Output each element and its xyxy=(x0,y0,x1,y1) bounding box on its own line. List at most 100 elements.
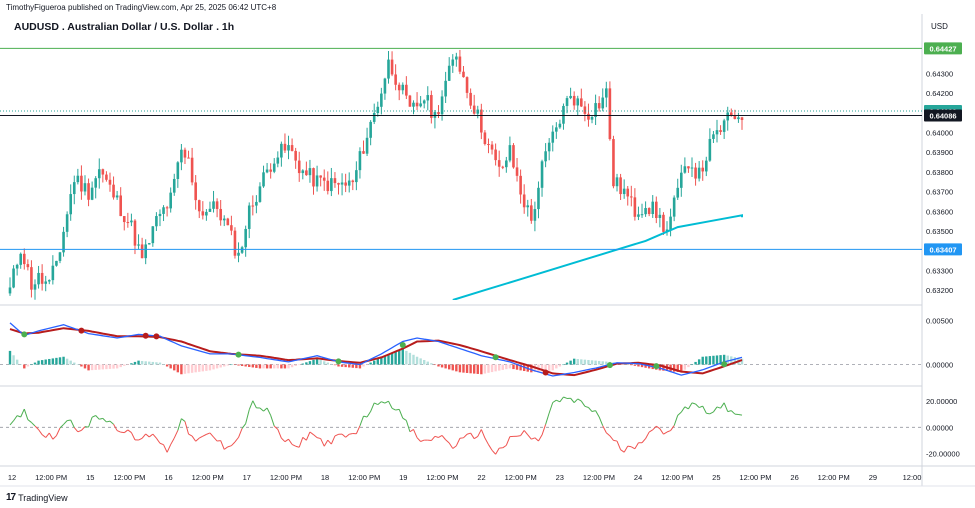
oscillator-segment xyxy=(738,413,743,416)
candle-body xyxy=(430,95,433,118)
oscillator-segment xyxy=(541,424,547,436)
oscillator-segment xyxy=(559,396,564,403)
candle-body xyxy=(8,287,12,294)
candle-body xyxy=(144,244,147,259)
oscillator-segment xyxy=(277,429,282,439)
oscillator-segment xyxy=(706,412,710,415)
macd-histogram-bar xyxy=(37,360,40,365)
macd-y-tick: 0.00000 xyxy=(926,361,953,370)
macd-histogram-bar xyxy=(433,364,437,366)
candle-body xyxy=(194,182,197,201)
candle-body xyxy=(555,127,558,132)
macd-histogram-bar xyxy=(294,364,297,366)
macd-histogram-bar xyxy=(301,363,304,365)
macd-histogram-bar xyxy=(715,355,719,365)
macd-signal-line xyxy=(9,327,743,377)
oscillator-segment xyxy=(320,438,325,447)
oscillator-segment xyxy=(127,429,132,433)
candle-body xyxy=(512,145,515,168)
oscillator-segment xyxy=(652,425,657,431)
oscillator-segment xyxy=(627,445,632,448)
candle-body xyxy=(269,169,272,172)
candle-body xyxy=(394,74,397,85)
oscillator-segment xyxy=(38,429,43,435)
macd-pane xyxy=(0,322,922,377)
macd-histogram-bar xyxy=(101,364,105,370)
candle-body xyxy=(401,84,405,91)
candle-body xyxy=(51,265,55,281)
candle-body xyxy=(633,197,637,217)
candle-body xyxy=(319,175,322,178)
macd-histogram-bar xyxy=(701,356,704,365)
macd-histogram-bar xyxy=(219,364,222,368)
candle-body xyxy=(90,187,94,200)
candle-body xyxy=(172,178,176,193)
macd-histogram-bar xyxy=(576,359,579,365)
candle-body xyxy=(33,284,37,290)
macd-histogram-bar xyxy=(87,364,90,371)
candle-body xyxy=(505,160,508,168)
candle-body xyxy=(733,115,737,120)
oscillator-segment xyxy=(656,425,661,430)
macd-histogram-bar xyxy=(30,364,33,366)
macd-histogram-bar xyxy=(223,364,226,367)
macd-histogram-bar xyxy=(265,364,269,369)
macd-histogram-bar xyxy=(472,364,476,374)
oscillator-segment xyxy=(309,431,314,436)
candle-body xyxy=(622,188,626,195)
candle-body xyxy=(180,149,183,163)
macd-histogram-bar xyxy=(455,364,458,372)
candle-body xyxy=(537,187,540,210)
candle-body xyxy=(572,95,576,106)
oscillator-segment xyxy=(434,435,439,438)
oscillator-segment xyxy=(548,402,554,414)
candle-body xyxy=(333,178,337,184)
oscillator-segment xyxy=(730,410,736,415)
oscillator-segment xyxy=(270,415,275,427)
macd-histogram-bar xyxy=(205,364,208,371)
candle-body xyxy=(133,220,137,246)
oscillator-segment xyxy=(273,425,279,430)
macd-histogram-bar xyxy=(201,364,205,372)
price-y-tick: 0.64200 xyxy=(926,89,953,98)
tradingview-logo[interactable]: 17 TradingView xyxy=(6,492,68,503)
candle-body xyxy=(408,95,412,107)
macd-histogram-bar xyxy=(469,364,472,374)
candle-body xyxy=(272,163,276,172)
candle-body xyxy=(690,167,694,169)
candle-body xyxy=(683,166,687,173)
macd-histogram-bar xyxy=(719,355,722,365)
candle-body xyxy=(544,151,547,162)
oscillator-segment xyxy=(420,439,425,442)
candle-body xyxy=(222,218,226,221)
candle-body xyxy=(612,139,615,187)
macd-histogram-bar xyxy=(637,364,640,367)
candle-body xyxy=(326,180,330,192)
macd-histogram-bar xyxy=(547,364,551,371)
oscillator-segment xyxy=(370,402,375,412)
macd-histogram-bar xyxy=(676,364,679,372)
oscillator-segment xyxy=(495,447,500,455)
oscillator-segment xyxy=(170,437,175,445)
macd-histogram-bar xyxy=(369,362,372,365)
macd-histogram-bar xyxy=(551,364,554,371)
oscillator-segment xyxy=(220,440,225,450)
macd-histogram-bar xyxy=(62,356,65,365)
oscillator-segment xyxy=(241,423,247,429)
macd-histogram-bar xyxy=(705,356,708,365)
candle-body xyxy=(305,170,308,176)
candle-body xyxy=(447,65,451,81)
candle-body xyxy=(679,172,683,188)
candle-body xyxy=(151,226,155,244)
macd-histogram-bar xyxy=(226,364,230,366)
oscillator-segment xyxy=(59,424,64,429)
oscillator-segment xyxy=(213,436,218,442)
macd-histogram-bar xyxy=(380,356,383,365)
macd-histogram-bar xyxy=(633,364,637,366)
candle-body xyxy=(476,109,480,114)
candle-body xyxy=(44,281,48,284)
oscillator-segment xyxy=(130,432,136,441)
macd-histogram-bar xyxy=(126,364,130,366)
macd-histogram-bar xyxy=(155,362,158,365)
